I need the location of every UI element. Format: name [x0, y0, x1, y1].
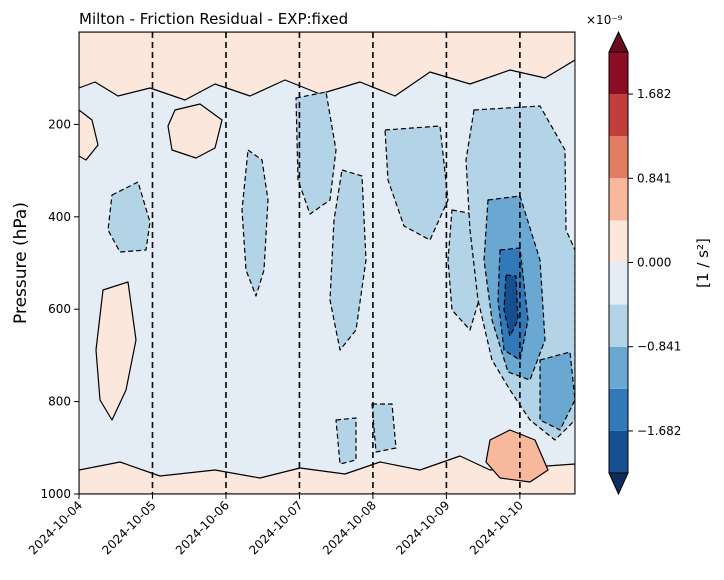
contour-region: [384, 125, 449, 241]
contour-region: [79, 455, 575, 494]
x-tick-label: 2024-10-08: [320, 498, 379, 557]
date-markers: [151, 32, 521, 494]
contour-region: [107, 181, 151, 253]
colorbar-band: [609, 346, 628, 389]
contour-region: [295, 91, 337, 215]
colorbar-under-arrow: [608, 472, 629, 496]
y-tick-label: 800: [48, 395, 71, 409]
x-tick-label: 2024-10-09: [393, 498, 452, 557]
colorbar-exponent: ×10⁻⁹: [586, 13, 623, 27]
contour-region: [503, 274, 519, 337]
contour-region: [539, 351, 575, 431]
colorbar-band: [609, 262, 628, 305]
colorbar-band: [609, 430, 628, 473]
colorbar-band: [609, 52, 628, 95]
contour-region: [329, 169, 367, 351]
chart-title: Milton - Friction Residual - EXP:fixed: [79, 10, 348, 28]
contour-region: [371, 403, 397, 453]
colorbar-band: [609, 304, 628, 347]
x-axis: 2024-10-04 2024-10-05 2024-10-06 2024-10-07…: [26, 494, 526, 557]
colorbar-tick-label: 1.682: [637, 87, 671, 101]
contour-region: [335, 417, 357, 465]
colorbar-band: [609, 136, 628, 179]
colorbar-over-arrow: [608, 30, 629, 53]
colorbar: 1.682 0.841 0.000 −0.841 −1.682: [608, 30, 681, 496]
x-tick-label: 2024-10-06: [173, 498, 232, 557]
colorbar-band: [609, 178, 628, 221]
colorbar-tick-label: −1.682: [637, 424, 681, 438]
colorbar-band: [609, 388, 628, 431]
colorbar-label: [1 / s²]: [694, 238, 712, 288]
colorbar-tick-label: 0.000: [637, 256, 671, 270]
y-tick-label: 200: [48, 117, 71, 131]
y-axis-label: Pressure (hPa): [11, 202, 31, 324]
colorbar-band: [609, 94, 628, 137]
x-tick-label: 2024-10-10: [467, 498, 526, 557]
contour-region: [95, 281, 137, 421]
contour-region: [79, 109, 99, 161]
contour-region: [167, 103, 223, 159]
colorbar-tick-label: 0.841: [637, 171, 671, 185]
x-tick-label: 2024-10-07: [246, 498, 305, 557]
plot-area: 2024-10-04 2024-10-05 2024-10-06 2024-10-07…: [26, 31, 576, 557]
colorbar-band: [609, 220, 628, 263]
contour-region: [241, 149, 269, 297]
y-tick-label: 600: [48, 302, 71, 316]
colorbar-tick-label: −0.841: [637, 340, 681, 354]
y-axis: 200 400 600 800 1000: [40, 117, 79, 501]
x-tick-label: 2024-10-05: [99, 498, 158, 557]
contour-region: [485, 429, 549, 483]
x-tick-label: 2024-10-04: [26, 498, 85, 557]
y-tick-label: 400: [48, 210, 71, 224]
y-tick-label: 1000: [40, 487, 71, 501]
plot-frame: [78, 31, 576, 495]
